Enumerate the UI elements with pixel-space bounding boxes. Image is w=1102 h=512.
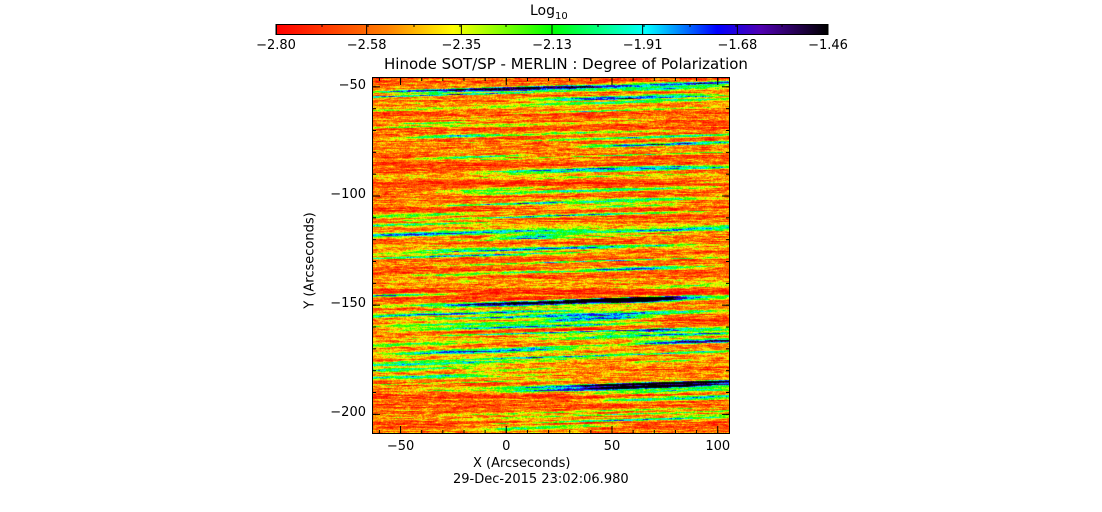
colorbar-tick-label: −2.35 <box>441 38 482 53</box>
colorbar-title-base: Log <box>530 3 556 19</box>
colorbar-tick-label: −1.68 <box>717 38 758 53</box>
colorbar-title: Log10 <box>530 3 568 22</box>
colorbar-tick-label: −2.80 <box>256 38 296 53</box>
colorbar-tick-label: −2.58 <box>346 38 387 53</box>
timestamp: 29-Dec-2015 23:02:06.980 <box>453 472 629 487</box>
colorbar-tick-label: −1.46 <box>808 38 848 53</box>
x-tick-label: 50 <box>603 439 621 454</box>
plot-area <box>372 77 730 434</box>
y-tick-label: −50 <box>338 77 366 93</box>
y-tick-label: −100 <box>330 187 366 202</box>
x-tick-label: −50 <box>386 439 415 454</box>
x-axis-label: X (Arcseconds) <box>473 456 571 471</box>
colorbar-title-sub: 10 <box>555 10 568 22</box>
polarization-image <box>373 78 729 433</box>
x-tick-label: 0 <box>502 439 511 454</box>
y-tick-label: −150 <box>330 296 366 312</box>
x-tick-label: 100 <box>705 439 731 454</box>
y-tick-label: −200 <box>330 405 366 421</box>
colorbar-tick-label: −2.13 <box>532 38 572 53</box>
chart-title: Hinode SOT/SP - MERLIN : Degree of Polar… <box>384 55 748 73</box>
colorbar-tick-label: −1.91 <box>622 38 663 53</box>
